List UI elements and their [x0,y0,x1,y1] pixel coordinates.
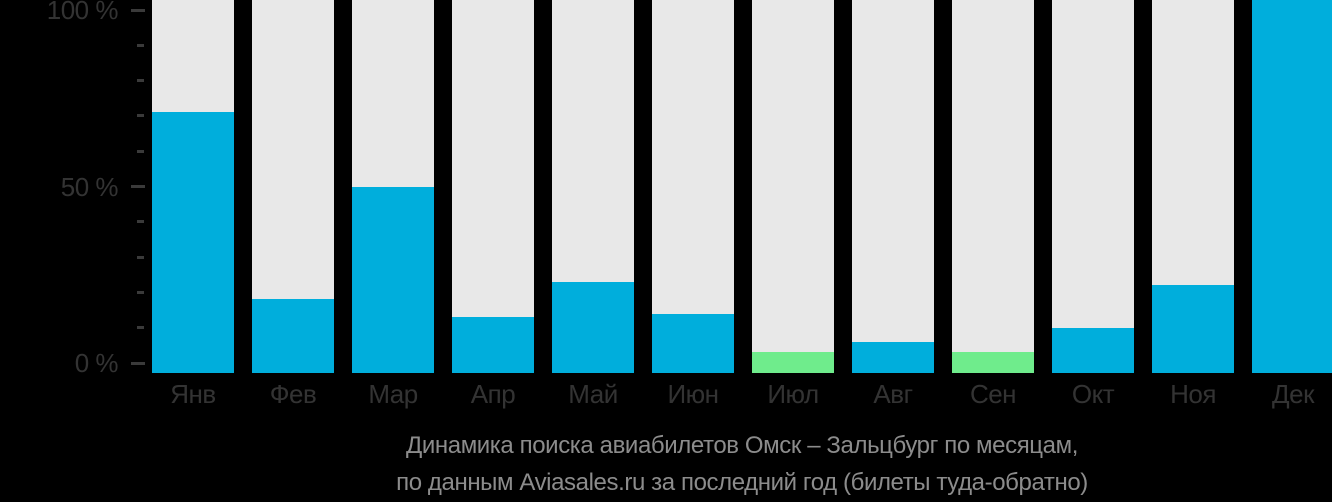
x-axis-label-feb: Фев [269,379,317,409]
bar-column-background-jul [752,0,834,373]
bar-value-sep [952,352,1034,373]
x-axis-label-jul: Июл [767,379,819,409]
y-axis-minor-tick-70 [137,114,144,118]
chart-caption: Динамика поиска авиабилетов Омск – Зальц… [152,427,1332,501]
x-axis-label-oct: Окт [1071,379,1115,409]
x-axis-label-mar: Мар [368,379,418,409]
y-axis-label-50: 50 % [60,171,119,202]
x-axis-label-aug: Авг [873,379,913,409]
bar-value-jul [752,352,834,373]
bar-column-background-aug [852,0,934,373]
chart-subtitle: по данным Aviasales.ru за последний год … [396,469,1088,496]
bar-value-mar [352,187,434,373]
bar-column-background-oct [1052,0,1134,373]
x-axis-label-nov: Ноя [1170,379,1216,409]
y-axis-minor-tick-90 [137,43,144,47]
bar-value-nov [1152,285,1234,373]
x-axis-label-apr: Апр [470,379,516,409]
bar-value-feb [252,299,334,373]
y-axis-minor-tick-80 [137,79,144,83]
bar-column-background-jun [652,0,734,373]
y-axis-label-100: 100 % [46,0,119,25]
y-axis-minor-tick-20 [137,290,144,294]
plot-area [152,0,1332,373]
y-axis-major-tick-0 [131,361,145,365]
bar-value-jun [652,314,734,373]
x-axis-label-sep: Сен [969,379,1017,409]
y-axis-label-0: 0 % [74,348,119,378]
x-axis-label-jun: Июн [667,379,719,409]
y-axis-minor-tick-60 [137,149,144,153]
y-axis-major-tick-100 [131,8,145,12]
bar-value-apr [452,317,534,373]
y-axis-minor-tick-40 [137,220,144,224]
bar-column-background-sep [952,0,1034,373]
y-axis-major-tick-50 [131,185,145,188]
x-axis-label-may: Май [568,379,618,409]
bar-column-background-apr [452,0,534,373]
bar-value-jan [152,112,234,373]
x-axis-label-dec: Дек [1272,379,1314,409]
bar-value-aug [852,342,934,373]
bar-value-dec [1252,0,1332,373]
y-axis-minor-tick-10 [137,326,144,330]
bar-value-oct [1052,328,1134,373]
x-axis-label-jan: Янв [170,379,216,409]
bar-value-may [552,282,634,373]
chart-title: Динамика поиска авиабилетов Омск – Зальц… [406,432,1078,459]
y-axis-minor-tick-30 [137,255,144,259]
